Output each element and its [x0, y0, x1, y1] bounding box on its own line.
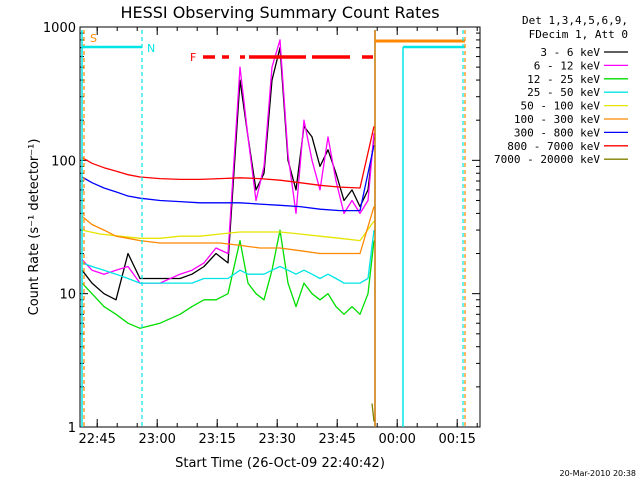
legend-label: 7000 - 20000 keV [494, 153, 600, 166]
x-tick-label: 00:15 [438, 432, 475, 447]
legend: Det 1,3,4,5,6,9, FDecim 1, Att 0 3 - 6 k… [494, 14, 628, 166]
legend-label: 6 - 12 keV [534, 59, 601, 72]
x-tick-label: 23:00 [138, 432, 175, 447]
y-axis-ticks: 1 10 100 1000 [43, 21, 480, 436]
series-line-12-25-kev [81, 229, 375, 329]
series-lines [81, 39, 375, 422]
series-line-300-800-kev [81, 144, 375, 212]
plot-frame [79, 26, 481, 428]
x-axis-label: Start Time (26-Oct-09 22:40:42) [175, 456, 385, 471]
y-tick-label: 1 [68, 421, 76, 436]
series-line-25-50-kev [81, 230, 375, 284]
x-tick-label: 23:45 [318, 432, 355, 447]
f-mark-label: F [190, 51, 196, 64]
legend-label: 3 - 6 keV [540, 46, 600, 59]
n-mark-label: N [147, 42, 155, 55]
legend-header-1: Det 1,3,4,5,6,9, [522, 14, 628, 27]
s-mark-label: S [90, 32, 97, 45]
y-tick-label: 1000 [43, 21, 76, 36]
series-line-100-300-kev [81, 206, 375, 255]
legend-label: 800 - 7000 keV [507, 140, 600, 153]
legend-label: 300 - 800 keV [514, 126, 600, 139]
series-line-800-7000-kev [81, 126, 375, 189]
x-tick-label: 22:45 [78, 432, 115, 447]
x-tick-label: 23:15 [198, 432, 235, 447]
chart-title: HESSI Observing Summary Count Rates [120, 3, 439, 22]
legend-label: 50 - 100 keV [521, 100, 601, 113]
x-tick-label: 00:00 [378, 432, 415, 447]
date-stamp: 20-Mar-2010 20:38 [560, 469, 637, 478]
legend-label: 25 - 50 keV [527, 86, 600, 99]
y-tick-label: 100 [51, 154, 76, 169]
legend-label: 100 - 300 keV [514, 113, 600, 126]
x-axis-ticks: 22:45 23:00 23:15 23:30 23:45 00:00 00:15 [78, 27, 478, 447]
y-axis-label: Count Rate (s⁻¹ detector⁻¹) [27, 139, 42, 316]
legend-header-2: FDecim 1, Att 0 [529, 28, 628, 41]
series-line-7000-20000-kev [371, 403, 375, 422]
x-tick-label: 23:30 [258, 432, 295, 447]
series-line-6-12-kev [81, 39, 375, 284]
legend-label: 12 - 25 keV [527, 73, 600, 86]
event-marks: S N F [81, 30, 466, 427]
y-tick-label: 10 [59, 288, 76, 303]
series-line-50-100-kev [81, 220, 375, 242]
